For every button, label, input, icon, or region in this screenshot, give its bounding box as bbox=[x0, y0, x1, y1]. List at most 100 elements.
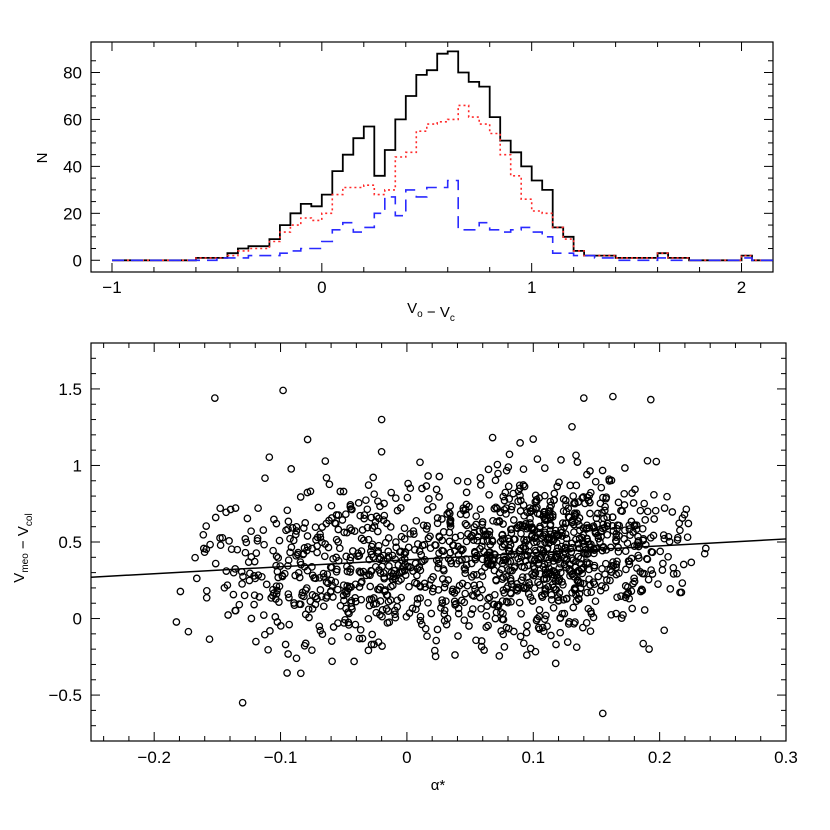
scatter-point bbox=[247, 527, 255, 536]
scatter-point bbox=[391, 613, 400, 622]
scatter-point bbox=[412, 516, 421, 525]
scatter-point bbox=[374, 549, 383, 557]
scatter-point bbox=[457, 546, 466, 555]
scatter-point bbox=[284, 517, 293, 526]
scatter-point bbox=[364, 535, 373, 544]
scatter-point bbox=[301, 639, 310, 648]
scatter-point bbox=[384, 552, 393, 560]
scatter-point bbox=[265, 453, 274, 462]
scatter-point bbox=[252, 549, 261, 557]
scatter-point bbox=[509, 489, 518, 498]
scatter-point bbox=[502, 510, 510, 518]
scatter-point bbox=[500, 540, 508, 549]
scatter-point bbox=[485, 593, 494, 602]
scatter-point bbox=[238, 698, 247, 707]
scatter-point bbox=[259, 526, 268, 534]
scatter-point bbox=[390, 566, 399, 575]
scatter-point bbox=[468, 531, 476, 540]
scatter-point bbox=[540, 575, 549, 583]
y-tick-label: 0.5 bbox=[58, 533, 82, 552]
scatter-point bbox=[421, 583, 430, 592]
scatter-point bbox=[377, 415, 386, 424]
scatter-point bbox=[492, 575, 500, 584]
scatter-point bbox=[456, 531, 465, 540]
scatter-point bbox=[472, 512, 481, 521]
scatter-point bbox=[438, 599, 447, 607]
x-tick-label: 1 bbox=[527, 278, 536, 297]
scatter-point bbox=[199, 530, 208, 539]
scatter-point bbox=[471, 585, 479, 593]
y-tick-label: 0 bbox=[73, 610, 82, 629]
scatter-point bbox=[322, 473, 331, 482]
scatter-point bbox=[433, 514, 442, 522]
scatter-point bbox=[509, 516, 518, 524]
scatter-point bbox=[360, 514, 368, 523]
scatter-point bbox=[530, 565, 539, 573]
scatter-point bbox=[590, 561, 599, 570]
scatter-point bbox=[422, 525, 431, 533]
scatter-point bbox=[607, 610, 616, 619]
scatter-point bbox=[591, 528, 600, 536]
scatter-point bbox=[483, 530, 492, 538]
scatter-point bbox=[454, 609, 463, 618]
scatter-point bbox=[573, 568, 581, 577]
scatter-point bbox=[457, 596, 466, 605]
scatter-point bbox=[325, 480, 334, 489]
scatter-point bbox=[566, 481, 575, 490]
scatter-point bbox=[225, 537, 233, 545]
scatter-point bbox=[454, 632, 462, 640]
scatter-point bbox=[423, 632, 431, 641]
scatter-point bbox=[650, 515, 659, 523]
scatter-point bbox=[569, 603, 578, 612]
scatter-point bbox=[339, 487, 348, 496]
scatter-point bbox=[550, 529, 559, 538]
scatter-point bbox=[184, 627, 193, 636]
scatter-point bbox=[537, 553, 546, 562]
scatter-point bbox=[540, 615, 549, 624]
scatter-point bbox=[535, 581, 544, 589]
y-tick-label: 1.5 bbox=[58, 380, 82, 399]
scatter-point bbox=[437, 604, 445, 612]
scatter-point bbox=[551, 659, 560, 668]
scatter-point bbox=[484, 465, 493, 474]
scatter-frame bbox=[90, 342, 787, 742]
scatter-point bbox=[216, 504, 225, 513]
scatter-point bbox=[191, 553, 199, 562]
scatter-point bbox=[594, 572, 603, 581]
scatter-point bbox=[272, 582, 281, 591]
scatter-point bbox=[601, 559, 610, 568]
scatter-point bbox=[420, 555, 429, 564]
scatter-point bbox=[432, 636, 441, 645]
scatter-point bbox=[450, 597, 459, 606]
scatter-point bbox=[636, 506, 645, 515]
scatter-point bbox=[226, 505, 235, 514]
scatter-point bbox=[403, 493, 412, 502]
scatter-point bbox=[269, 546, 277, 555]
scatter-point bbox=[202, 593, 211, 602]
scatter-point bbox=[276, 622, 285, 630]
scatter-point bbox=[346, 502, 355, 511]
scatter-point bbox=[673, 533, 682, 542]
scatter-point bbox=[364, 646, 373, 655]
scatter-point bbox=[537, 591, 546, 600]
scatter-point bbox=[351, 597, 360, 606]
scatter-point bbox=[211, 559, 220, 568]
scatter-point bbox=[428, 502, 437, 511]
scatter-point bbox=[638, 524, 647, 533]
scatter-point bbox=[597, 527, 605, 536]
scatter-point bbox=[372, 512, 381, 521]
scatter-point bbox=[570, 586, 579, 594]
scatter-point bbox=[660, 626, 669, 635]
scatter-point bbox=[562, 540, 571, 549]
scatter-point bbox=[485, 490, 493, 499]
scatter-point bbox=[617, 614, 626, 623]
scatter-point bbox=[275, 582, 284, 591]
scatter-point bbox=[421, 624, 430, 633]
scatter-point bbox=[660, 504, 669, 512]
scatter-point bbox=[284, 650, 292, 658]
scatter-point bbox=[476, 593, 484, 602]
scatter-point bbox=[372, 599, 381, 608]
scatter-point bbox=[585, 540, 594, 549]
scatter-point bbox=[341, 510, 350, 519]
